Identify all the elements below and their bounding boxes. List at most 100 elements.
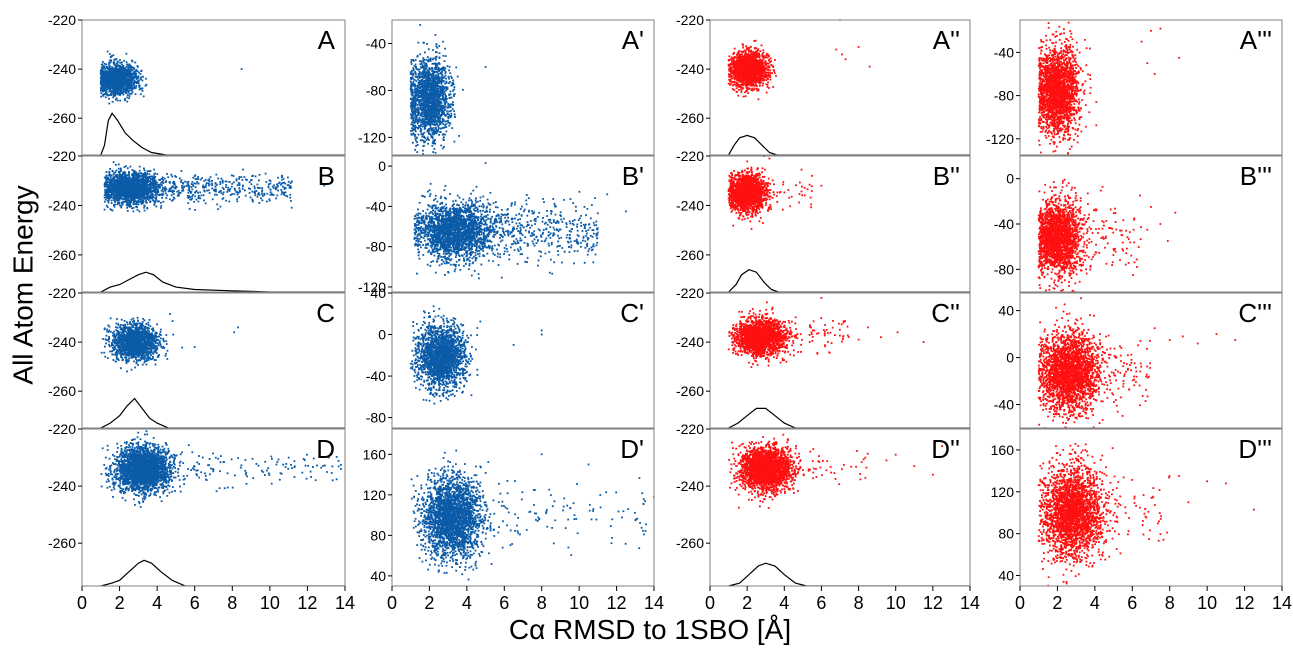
scatter-point bbox=[738, 50, 741, 52]
scatter-point bbox=[415, 73, 417, 76]
scatter-point bbox=[425, 67, 428, 70]
scatter-point bbox=[450, 112, 453, 115]
scatter-point bbox=[759, 73, 762, 76]
scatter-point bbox=[435, 74, 437, 76]
scatter-point bbox=[444, 55, 447, 57]
scatter-point bbox=[444, 82, 446, 85]
scatter-point bbox=[417, 133, 420, 136]
scatter-point bbox=[732, 77, 735, 80]
scatter-point bbox=[124, 70, 126, 72]
scatter-point bbox=[764, 64, 767, 67]
scatter-point bbox=[762, 61, 765, 64]
scatter-point bbox=[762, 58, 765, 61]
scatter-point bbox=[746, 84, 749, 87]
scatter-point bbox=[441, 76, 444, 79]
scatter-point bbox=[737, 78, 740, 81]
scatter-point bbox=[112, 75, 115, 78]
scatter-point bbox=[134, 61, 137, 64]
scatter-point bbox=[422, 65, 425, 68]
scatter-point bbox=[447, 116, 449, 118]
scatter-point bbox=[125, 75, 128, 77]
scatter-point bbox=[430, 108, 432, 111]
scatter-point bbox=[751, 64, 754, 66]
scatter-point bbox=[414, 128, 416, 131]
scatter-point bbox=[445, 126, 448, 128]
scatter-point bbox=[437, 73, 440, 75]
scatter-point bbox=[425, 114, 428, 116]
scatter-point bbox=[108, 97, 110, 100]
scatter-point bbox=[126, 72, 129, 74]
scatter-point bbox=[126, 89, 129, 92]
scatter-point bbox=[110, 74, 112, 77]
scatter-point bbox=[752, 57, 755, 59]
scatter-point bbox=[107, 74, 110, 77]
scatter-point bbox=[138, 86, 141, 88]
scatter-point bbox=[422, 80, 425, 83]
scatter-point bbox=[419, 98, 422, 101]
scatter-point bbox=[746, 61, 749, 64]
scatter-point bbox=[434, 108, 436, 111]
scatter-point bbox=[445, 82, 448, 84]
scatter-point bbox=[735, 81, 738, 84]
scatter-point bbox=[421, 84, 424, 87]
scatter-point bbox=[422, 105, 425, 108]
scatter-point bbox=[416, 141, 418, 144]
scatter-point bbox=[442, 126, 445, 129]
scatter-point bbox=[124, 68, 127, 71]
scatter-point bbox=[1075, 112, 1078, 115]
scatter-point bbox=[766, 83, 769, 86]
scatter-point bbox=[417, 166, 419, 168]
scatter-point bbox=[117, 78, 120, 81]
scatter-point bbox=[130, 89, 133, 92]
scatter-point bbox=[751, 68, 753, 71]
scatter-point bbox=[754, 66, 756, 69]
scatter-point bbox=[436, 78, 438, 81]
scatter-point bbox=[141, 87, 144, 90]
scatter-point bbox=[130, 93, 133, 95]
scatter-point bbox=[758, 82, 761, 85]
scatter-point bbox=[133, 85, 136, 88]
scatter-point bbox=[414, 126, 417, 129]
scatter-point bbox=[750, 70, 752, 73]
scatter-point bbox=[444, 96, 447, 98]
scatter-point bbox=[436, 101, 439, 104]
scatter-point bbox=[745, 58, 748, 60]
scatter-point bbox=[135, 85, 138, 87]
scatter-point bbox=[416, 122, 419, 125]
scatter-point bbox=[428, 74, 431, 77]
scatter-point bbox=[100, 81, 103, 84]
scatter-point bbox=[438, 127, 440, 130]
scatter-point bbox=[104, 72, 107, 75]
scatter-point bbox=[414, 130, 417, 133]
scatter-point bbox=[434, 101, 436, 103]
scatter-point bbox=[430, 112, 433, 114]
scatter-point bbox=[132, 84, 135, 87]
scatter-point bbox=[435, 68, 437, 70]
scatter-point bbox=[748, 65, 751, 68]
scatter-point bbox=[447, 120, 449, 122]
scatter-point bbox=[411, 141, 414, 144]
scatter-point bbox=[424, 65, 427, 67]
scatter-point bbox=[440, 81, 442, 84]
scatter-point bbox=[744, 91, 746, 94]
scatter-point bbox=[424, 85, 426, 87]
scatter-point bbox=[104, 79, 106, 81]
scatter-point bbox=[420, 66, 422, 69]
scatter-point bbox=[131, 66, 134, 69]
scatter-point bbox=[742, 68, 744, 71]
scatter-point bbox=[448, 113, 450, 116]
scatter-point bbox=[432, 85, 434, 88]
scatter-point bbox=[444, 93, 446, 95]
scatter-point bbox=[757, 88, 759, 91]
scatter-point bbox=[112, 92, 115, 95]
scatter-point bbox=[427, 131, 430, 134]
scatter-point bbox=[411, 77, 413, 80]
histogram-line bbox=[100, 112, 345, 155]
scatter-point bbox=[738, 69, 740, 72]
scatter-point bbox=[430, 115, 433, 118]
scatter-point bbox=[423, 95, 426, 98]
scatter-point bbox=[751, 57, 754, 59]
scatter-point bbox=[422, 59, 425, 61]
scatter-point bbox=[410, 93, 413, 96]
scatter-point bbox=[440, 73, 443, 76]
